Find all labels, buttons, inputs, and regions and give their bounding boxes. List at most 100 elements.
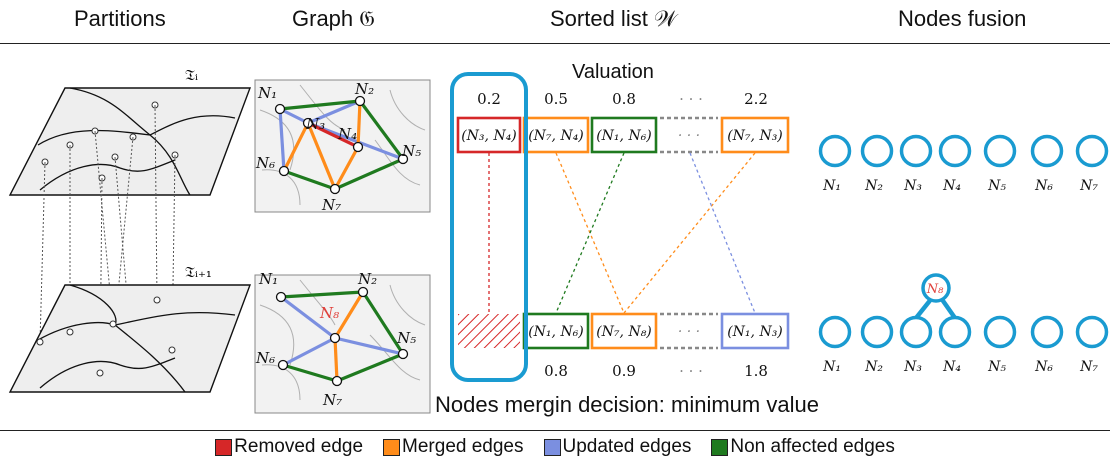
fusion-node: [899, 134, 933, 168]
fusion-node-label: N₂: [864, 359, 883, 375]
header-partitions: Partitions: [74, 6, 166, 31]
fusion-node-label: N₁: [822, 178, 841, 194]
fusion-node: [860, 315, 894, 349]
fusion-node-label: N₄: [942, 359, 961, 375]
bottom-cell: [720, 312, 790, 350]
top-value: 0.2: [477, 90, 501, 108]
header-nodes-fusion: Nodes fusion: [898, 6, 1027, 31]
top-divider: [0, 43, 1110, 44]
legend-swatch-unaffected: [711, 438, 729, 456]
fusion-node-label: N₆: [1034, 178, 1053, 194]
graph-top-node-label: N₂: [354, 80, 374, 98]
fusion-node-label: N₇: [1079, 178, 1098, 194]
graph-bottom: [254, 274, 431, 414]
bottom-value: · · ·: [679, 362, 703, 380]
fusion-merge-link: [939, 296, 957, 320]
legend-label: Merged edges: [402, 436, 524, 457]
top-pair: (N₁, N₆): [596, 128, 652, 144]
fusion-merged-node-label: N₈: [926, 282, 944, 297]
top-cell: [720, 116, 790, 154]
fusion-node: [860, 134, 894, 168]
graph-top: [254, 79, 431, 213]
top-cell: [456, 116, 522, 154]
fusion-node-label: N₅: [987, 178, 1006, 194]
fusion-node-label: N₇: [1079, 359, 1098, 375]
graph-bottom-node-label: N₁: [258, 270, 278, 288]
header-graph: Graph 𝔊: [292, 6, 375, 31]
bottom-pair: (N₁, N₆): [528, 324, 584, 340]
graph-top-node-label: N₄: [337, 125, 357, 143]
header-sorted-list: Sorted list 𝒲: [550, 6, 677, 31]
bottom-value: 0.9: [612, 362, 636, 380]
bottom-pair: (N₇, N₈): [596, 324, 652, 340]
graph-bottom-node-label: N₅: [396, 329, 416, 347]
fusion-node: [938, 134, 972, 168]
fusion-node: [938, 315, 972, 349]
top-value: 0.8: [612, 90, 636, 108]
legend-swatch-updated: [543, 438, 561, 456]
bottom-divider: [0, 430, 1110, 431]
fusion-node: [818, 315, 852, 349]
fusion-node: [818, 134, 852, 168]
bottom-cell: [660, 312, 718, 350]
legend-label: Removed edge: [234, 436, 364, 457]
bottom-pair: · · ·: [678, 324, 700, 340]
fusion-merge-link: [914, 296, 934, 320]
legend: Removed edge Merged edges Updated edges …: [0, 436, 1110, 458]
top-pair: (N₇, N₃): [727, 128, 783, 144]
graph-bottom-node-label: N₂: [357, 270, 377, 288]
minimum-highlight: [450, 72, 528, 382]
fusion-node-label: N₃: [903, 359, 922, 375]
fusion-node: [1075, 134, 1109, 168]
legend-item-merged: Merged edges: [383, 436, 524, 458]
valuation-label: Valuation: [572, 61, 654, 83]
legend-item-removed: Removed edge: [215, 436, 363, 458]
legend-item-updated: Updated edges: [543, 436, 692, 458]
graph-top-node-label: N₃: [305, 115, 325, 133]
graph-top-node-label: N₇: [321, 196, 341, 214]
bottom-cell: [590, 312, 658, 350]
fusion-bottom: N₁ N₂ N₃ N₄ N₅ N₆ N₇ N₈: [818, 273, 1109, 375]
top-cell: [590, 116, 658, 154]
top-value: 2.2: [744, 90, 768, 108]
bottom-value: 0.8: [544, 362, 568, 380]
fusion-node-label: N₁: [822, 359, 841, 375]
decision-caption: Nodes mergin decision: minimum value: [435, 392, 819, 417]
partition-bottom-label: 𝔗ᵢ₊₁: [185, 263, 212, 281]
fusion-node: [983, 315, 1017, 349]
top-pair: (N₇, N₄): [528, 128, 584, 144]
partition-top: [8, 87, 252, 196]
fusion-node: [899, 315, 933, 349]
fusion-node-label: N₄: [942, 178, 961, 194]
legend-swatch-merged: [383, 438, 401, 456]
fusion-node-label: N₂: [864, 178, 883, 194]
list-connectors: [488, 152, 756, 314]
legend-label: Updated edges: [562, 436, 692, 457]
fusion-node: [1075, 315, 1109, 349]
top-cell: [660, 116, 718, 154]
bottom-pair: (N₁, N₃): [727, 324, 783, 340]
fusion-node: [983, 134, 1017, 168]
fusion-node-label: N₆: [1034, 359, 1053, 375]
top-value: · · ·: [679, 90, 703, 108]
top-pair: · · ·: [678, 128, 700, 144]
legend-swatch-removed: [215, 438, 233, 456]
legend-item-unaffected: Non affected edges: [711, 436, 895, 458]
graph-bottom-node-label: N₈: [319, 304, 339, 322]
removed-cell-hatched: [458, 314, 520, 348]
fusion-node-label: N₅: [987, 359, 1006, 375]
partition-top-label: 𝔗ᵢ: [185, 66, 198, 84]
graph-top-node-label: N₁: [257, 84, 277, 102]
fusion-node: [1030, 315, 1064, 349]
legend-label: Non affected edges: [730, 436, 895, 457]
graph-bottom-node-label: N₆: [255, 349, 275, 367]
fusion-node: [1030, 134, 1064, 168]
top-pair: (N₃, N₄): [461, 128, 517, 144]
top-value: 0.5: [544, 90, 568, 108]
fusion-node-label: N₃: [903, 178, 922, 194]
fusion-top: N₁ N₂ N₃ N₄ N₅ N₆ N₇: [818, 134, 1109, 194]
graph-top-node-label: N₅: [401, 142, 421, 160]
graph-bottom-node-label: N₇: [322, 391, 342, 409]
graph-top-node-label: N₆: [255, 154, 275, 172]
